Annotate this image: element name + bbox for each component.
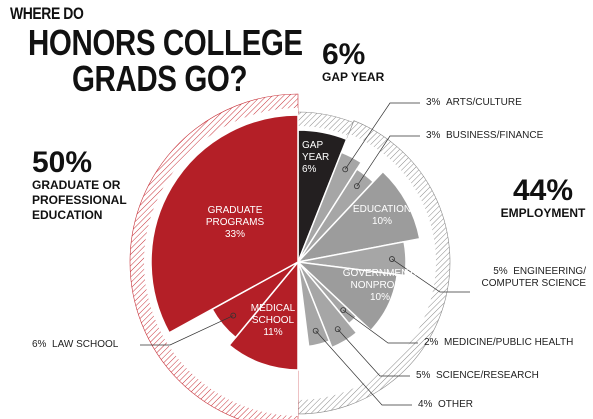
leader-line: [342, 309, 418, 344]
slice: [297, 261, 331, 348]
group-name: EMPLOYMENT: [500, 206, 586, 220]
category-name: EDUCATION: [352, 204, 412, 215]
leader-dot: [389, 256, 395, 262]
value-label: 5%: [493, 266, 508, 277]
category-name: GAP YEAR: [302, 140, 330, 163]
slice-label: GAP YEAR 6%: [302, 140, 332, 176]
slice: [295, 170, 421, 264]
leader-dot: [230, 312, 237, 319]
value-label: 10%: [369, 292, 390, 303]
category-name: OTHER: [438, 399, 474, 410]
slice-label: 6% LAW SCHOOL: [32, 339, 152, 351]
category-name: BUSINESS/FINANCE: [446, 130, 544, 141]
value-label: 3%: [426, 130, 441, 141]
group-value-label: 50%: [32, 146, 93, 179]
slice-label: GRADUATE PROGRAMS 33%: [180, 205, 290, 241]
leader-dot: [312, 327, 319, 334]
category-name: LAW SCHOOL: [52, 339, 119, 350]
group-name: GRADUATE OR PROFESSIONAL EDUCATION: [32, 178, 127, 222]
leader-line: [337, 328, 410, 377]
slice: [228, 259, 299, 371]
value-label: 33%: [224, 229, 245, 240]
leader-dot: [334, 326, 341, 333]
leader-line: [356, 135, 420, 187]
group-value-label: 44%: [512, 174, 574, 207]
value-label: 5%: [416, 370, 431, 381]
slice-label: 3% BUSINESS/FINANCE: [426, 130, 576, 142]
slice-label: 5% ENGINEERING/ COMPUTER SCIENCE: [476, 266, 586, 290]
category-name: GRADUATE PROGRAMS: [205, 205, 265, 228]
value-label: 10%: [371, 216, 392, 227]
group-value-label: 6%: [322, 38, 366, 71]
slice-label: 3% ARTS/CULTURE: [426, 97, 576, 109]
slice-label: GOVERNMENT/ NONPROFIT 10%: [340, 268, 420, 304]
value-label: 6%: [302, 164, 317, 175]
slice: [297, 261, 358, 349]
leader-line: [315, 330, 412, 406]
leader-dot: [353, 183, 360, 190]
value-label: 2%: [424, 337, 439, 348]
value-label: 11%: [263, 327, 283, 338]
slice: [297, 240, 407, 277]
category-name: ENGINEERING/ COMPUTER SCIENCE: [481, 266, 586, 289]
slice-label: 2% MEDICINE/PUBLIC HEALTH: [424, 337, 584, 349]
slice: [297, 151, 363, 263]
leader-line: [344, 102, 420, 170]
category-name: MEDICINE/PUBLIC HEALTH: [444, 337, 574, 348]
slice-label: EDUCATION 10%: [352, 204, 412, 228]
slice-label: 5% SCIENCE/RESEARCH: [416, 370, 566, 382]
category-name: GOVERNMENT/ NONPROFIT: [342, 268, 418, 291]
value-label: 4%: [418, 399, 433, 410]
slice-label: 4% OTHER: [418, 399, 518, 411]
group-name: GAP YEAR: [322, 70, 385, 84]
leader-line: [391, 258, 470, 293]
title-line: WHERE DO: [10, 4, 84, 23]
group-label: 6% GAP YEAR: [322, 40, 402, 85]
leader-line: [140, 315, 234, 346]
leader-dot: [340, 307, 347, 314]
group-label: 50% GRADUATE OR PROFESSIONAL EDUCATION: [32, 148, 127, 223]
leader-dot: [342, 166, 349, 173]
title-line: HONORS COLLEGE: [28, 22, 303, 63]
category-name: MEDICAL SCHOOL: [250, 303, 296, 326]
slice: [150, 114, 299, 334]
value-label: 3%: [426, 97, 441, 108]
category-name: SCIENCE/RESEARCH: [436, 370, 539, 381]
value-label: 6%: [32, 339, 47, 350]
slice-label: MEDICAL SCHOOL 11%: [248, 303, 298, 339]
category-name: ARTS/CULTURE: [446, 97, 522, 108]
group-label: 44% EMPLOYMENT: [498, 176, 588, 221]
title-line: GRADS GO?: [72, 58, 248, 99]
